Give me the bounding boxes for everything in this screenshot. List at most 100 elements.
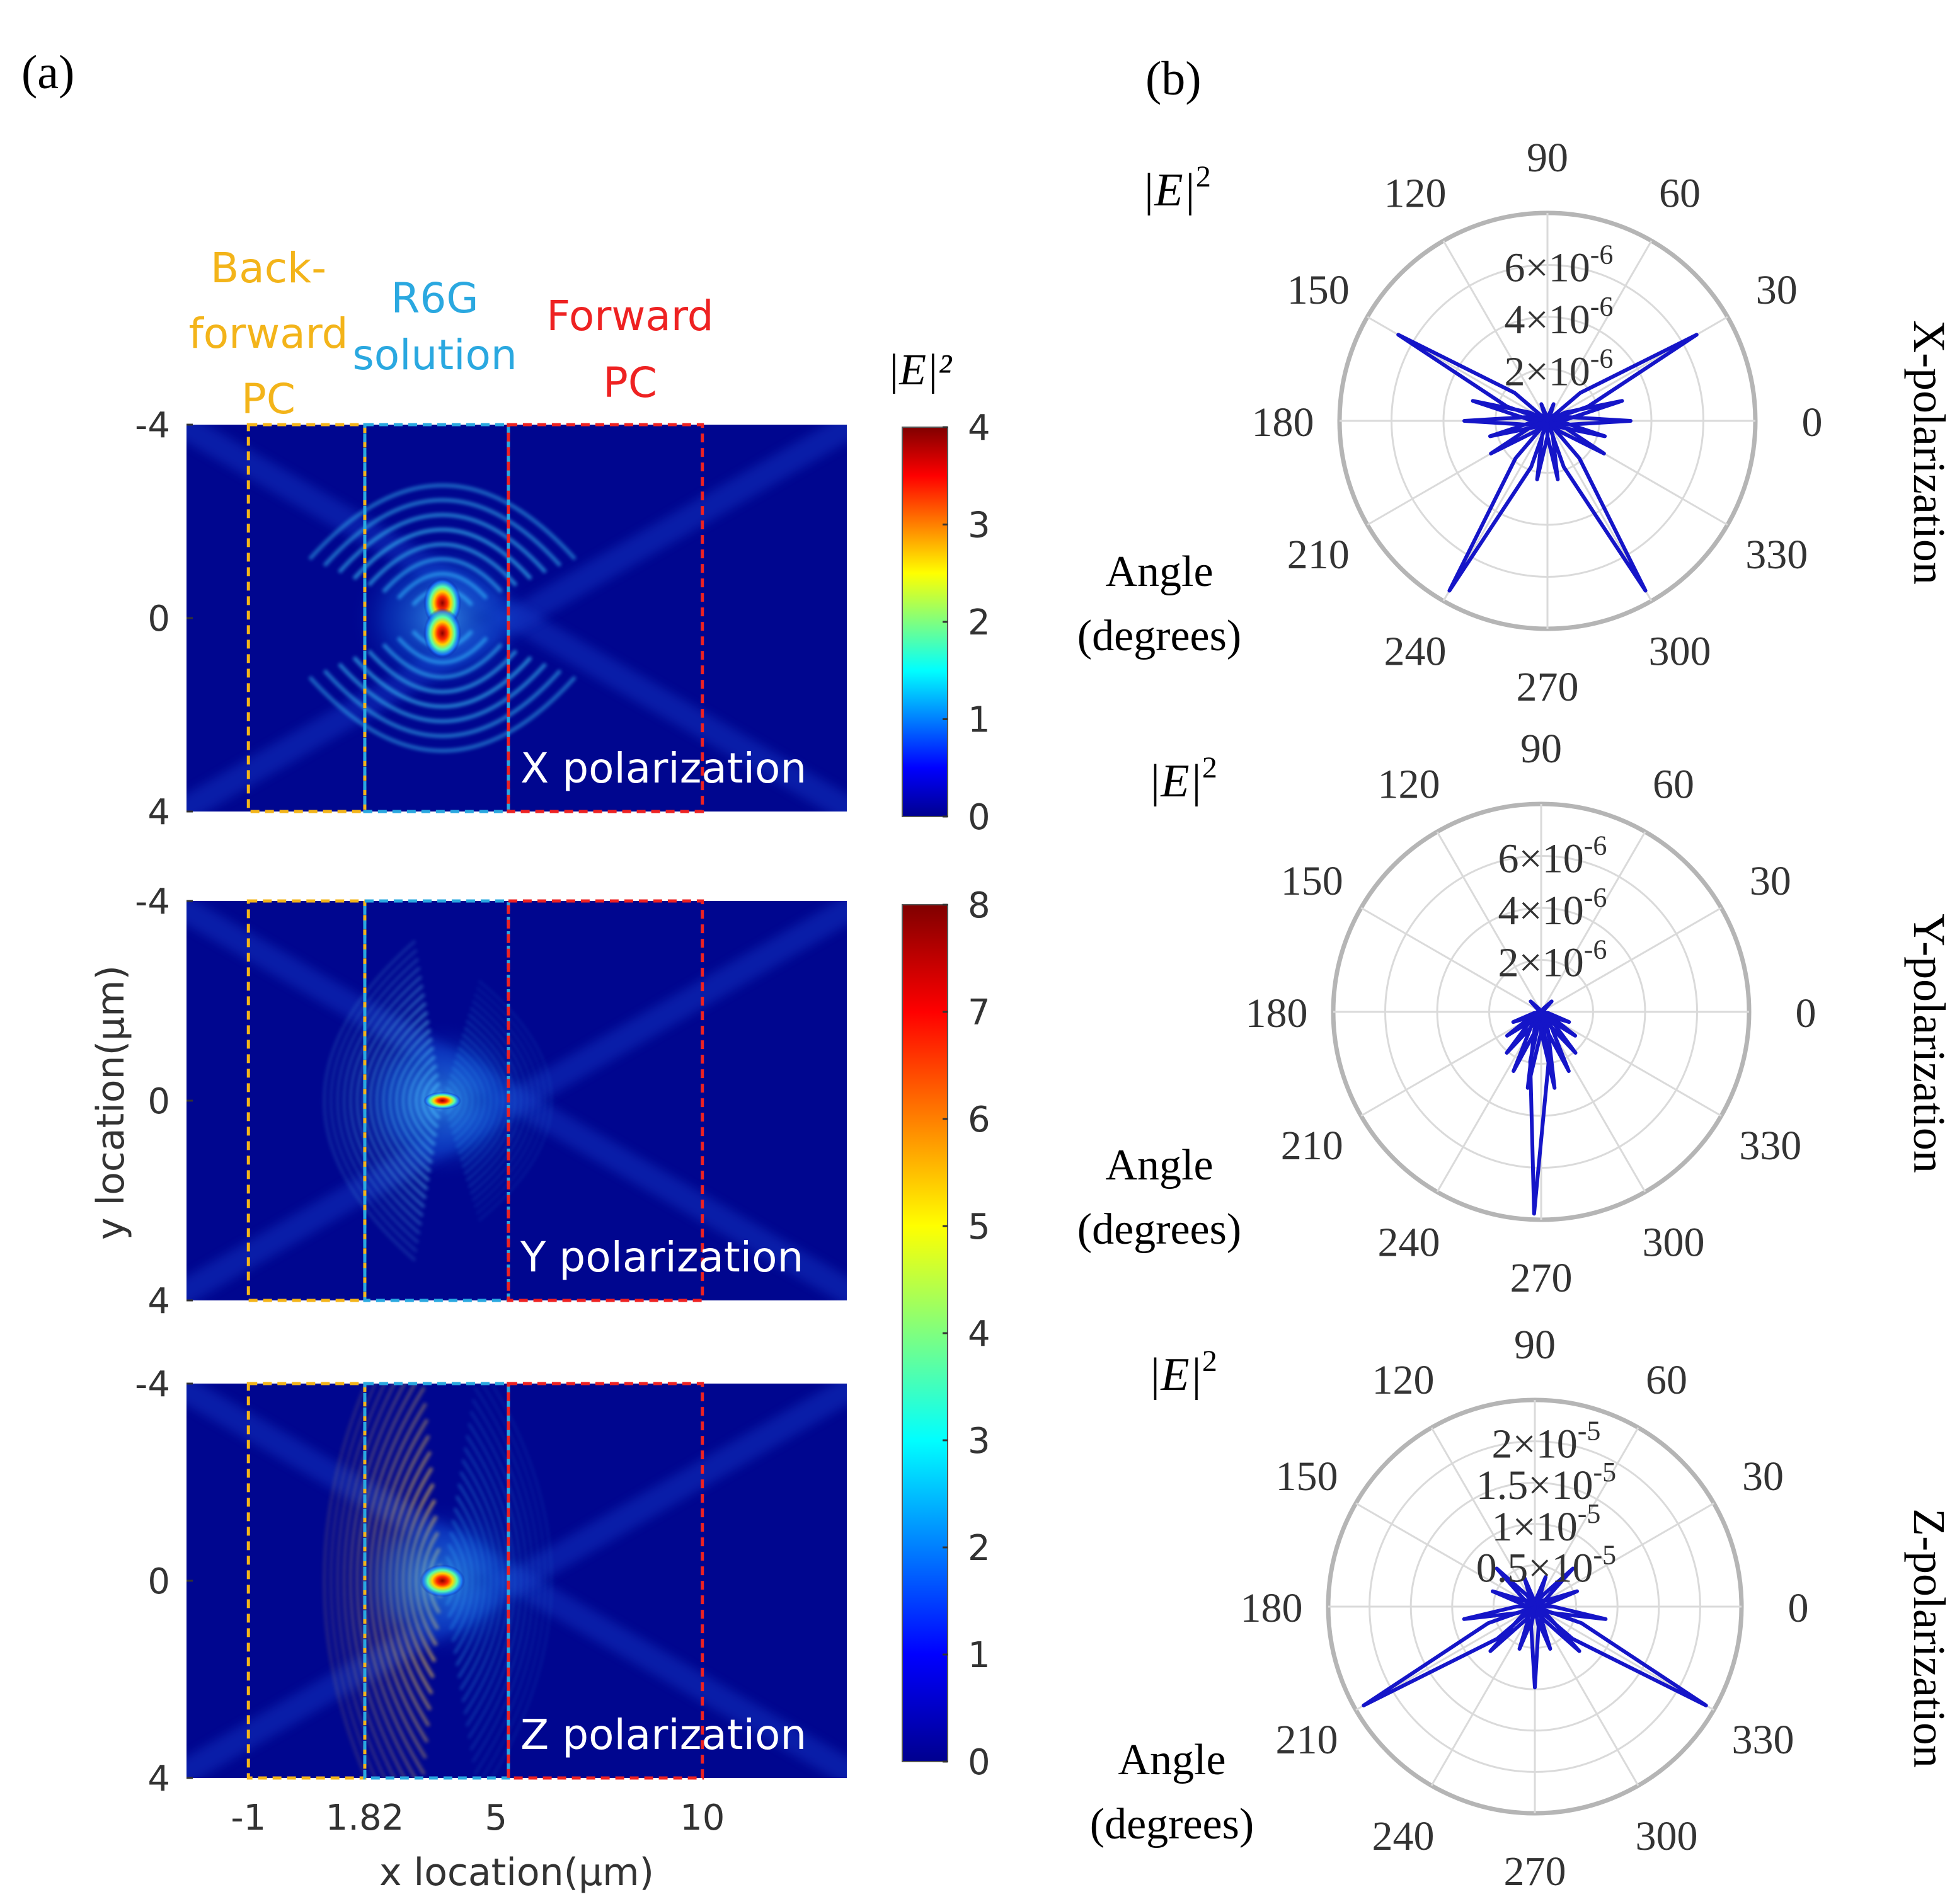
radial-label-base: |E| (1148, 755, 1202, 807)
radial-label-sup: 2 (1202, 1345, 1217, 1378)
field-fringe (336, 1384, 387, 1778)
polar-angle-label: 330 (1745, 532, 1808, 578)
polar-angle-label: 300 (1649, 629, 1711, 675)
radius-mantissa: 4×10 (1498, 888, 1584, 934)
field-fringe (342, 1384, 396, 1778)
polar-spoke (1534, 1606, 1639, 1786)
radius-mantissa: 2×10 (1505, 349, 1590, 395)
polar-lobe (1546, 419, 1648, 593)
polar-angle-label: 270 (1504, 1849, 1566, 1895)
y-tick-label: -4 (135, 405, 170, 446)
polar-radius-label: 1×10-5 (1492, 1498, 1601, 1550)
polar-angle-axis-label: (degrees) (1090, 1800, 1254, 1849)
polar-angle-label: 270 (1517, 664, 1579, 710)
radial-label-sup: 2 (1196, 160, 1211, 193)
radius-exponent: -5 (1593, 1457, 1617, 1488)
x-tick-label: 10 (680, 1798, 725, 1838)
region-title: Forward (546, 292, 713, 340)
polar-angle-label: 30 (1742, 1454, 1784, 1500)
polar-lobe (1489, 419, 1549, 456)
polarization-label: Z polarization (520, 1711, 806, 1759)
polar-spoke (1436, 831, 1542, 1012)
region-title: solution (352, 331, 517, 379)
y-axis-label: y location(µm) (89, 965, 133, 1240)
polar-plot: 03060901201501802102402703003302×10-64×1… (1077, 135, 1954, 710)
panel-a-label: (a) (21, 46, 74, 99)
region-box (246, 899, 367, 1302)
polar-spoke (1355, 1502, 1535, 1608)
polar-plot: 03060901201501802102402703003302×10-64×1… (1077, 726, 1954, 1301)
polar-angle-label: 300 (1636, 1813, 1698, 1859)
field-fringe (478, 980, 553, 1222)
polar-lobe (1447, 419, 1549, 593)
polar-lobe (1462, 1604, 1537, 1621)
polar-angle-label: 120 (1372, 1357, 1435, 1403)
x-tick-label: 5 (485, 1798, 507, 1838)
colorbar-gradient (902, 904, 948, 1762)
polar-angle-label: 240 (1384, 629, 1447, 675)
polar-angle-axis-label: Angle (1105, 1141, 1213, 1190)
polar-spoke (1430, 1606, 1536, 1786)
field-fringe (480, 1384, 547, 1778)
polar-title: Y-polarization (1904, 914, 1954, 1173)
polar-angle-label: 90 (1514, 1322, 1556, 1368)
polar-lobe (1529, 999, 1543, 1014)
region-box (363, 899, 510, 1302)
polar-spoke (1546, 240, 1653, 422)
polar-angle-label: 300 (1643, 1220, 1705, 1266)
polar-angle-axis-label: Angle (1105, 548, 1213, 596)
radius-mantissa: 4×10 (1505, 297, 1590, 343)
polar-angle-axis-label: (degrees) (1077, 1205, 1241, 1254)
colorbar-tick-label: 7 (968, 992, 990, 1033)
polar-angle-label: 120 (1384, 170, 1447, 216)
polar-angle-label: 240 (1372, 1813, 1435, 1859)
polar-angle-label: 30 (1750, 858, 1791, 904)
radius-mantissa: 1.5×10 (1476, 1462, 1593, 1508)
polar-angle-label: 210 (1287, 532, 1350, 578)
radius-exponent: -6 (1590, 291, 1614, 322)
radius-mantissa: 1×10 (1492, 1504, 1578, 1550)
field-fringe (338, 513, 548, 574)
radius-exponent: -6 (1584, 934, 1607, 965)
colorbar-tick-label: 0 (968, 797, 990, 838)
heatmap-panel: Y polarization -4 0 4 (135, 881, 847, 1322)
polar-radius-label: 2×10-5 (1492, 1416, 1601, 1467)
field-fringe (323, 1384, 369, 1778)
panel-a-heatmaps: X polarization -4 0 4 Y polarization-404 Z po… (89, 244, 990, 1895)
y-tick-label: -4 (135, 1364, 170, 1405)
radius-exponent: -6 (1584, 882, 1607, 913)
polar-lobe (1522, 1575, 1537, 1609)
colorbar: 4 3 2 1 0 (902, 408, 990, 838)
polar-radial-label: |E|2 (1148, 751, 1217, 807)
polar-angle-label: 240 (1378, 1220, 1440, 1266)
polar-lobe (1517, 1605, 1537, 1651)
field-fringe (323, 669, 562, 738)
polar-angle-label: 330 (1739, 1123, 1801, 1169)
field-fringe (336, 957, 420, 1244)
radius-mantissa: 2×10 (1492, 1421, 1578, 1467)
polar-title: Z-polarization (1904, 1508, 1954, 1768)
colorbar-label: |E|² (887, 346, 952, 394)
polarization-label: X polarization (520, 744, 806, 793)
y-tick-label: 0 (147, 599, 170, 639)
polar-spoke (1367, 420, 1548, 526)
field-pattern (187, 425, 847, 811)
polar-plot: 03060901201501802102402703003300.5×10-51… (1090, 1322, 1954, 1895)
field-fringe (473, 1386, 541, 1775)
y-tick-label: -4 (135, 881, 170, 922)
y-tick-label: 0 (147, 1561, 170, 1602)
polar-lobe (1539, 1010, 1571, 1024)
polar-angle-axis-label: (degrees) (1077, 612, 1241, 660)
polar-angle-label: 90 (1527, 135, 1568, 181)
polar-angle-label: 0 (1788, 1585, 1809, 1631)
polar-angle-label: 270 (1510, 1255, 1573, 1301)
field-fringe (338, 662, 548, 723)
polar-angle-label: 150 (1287, 267, 1350, 313)
polar-radius-label: 6×10-6 (1505, 239, 1614, 291)
polar-spoke (1540, 831, 1646, 1012)
polar-radius-label: 4×10-6 (1505, 291, 1614, 343)
polar-lobe (1546, 419, 1606, 456)
panel-b-polar-plots: 03060901201501802102402703003302×10-64×1… (1077, 135, 1954, 1895)
colorbar-tick-label: 4 (968, 408, 990, 449)
polar-spoke (1541, 907, 1722, 1013)
